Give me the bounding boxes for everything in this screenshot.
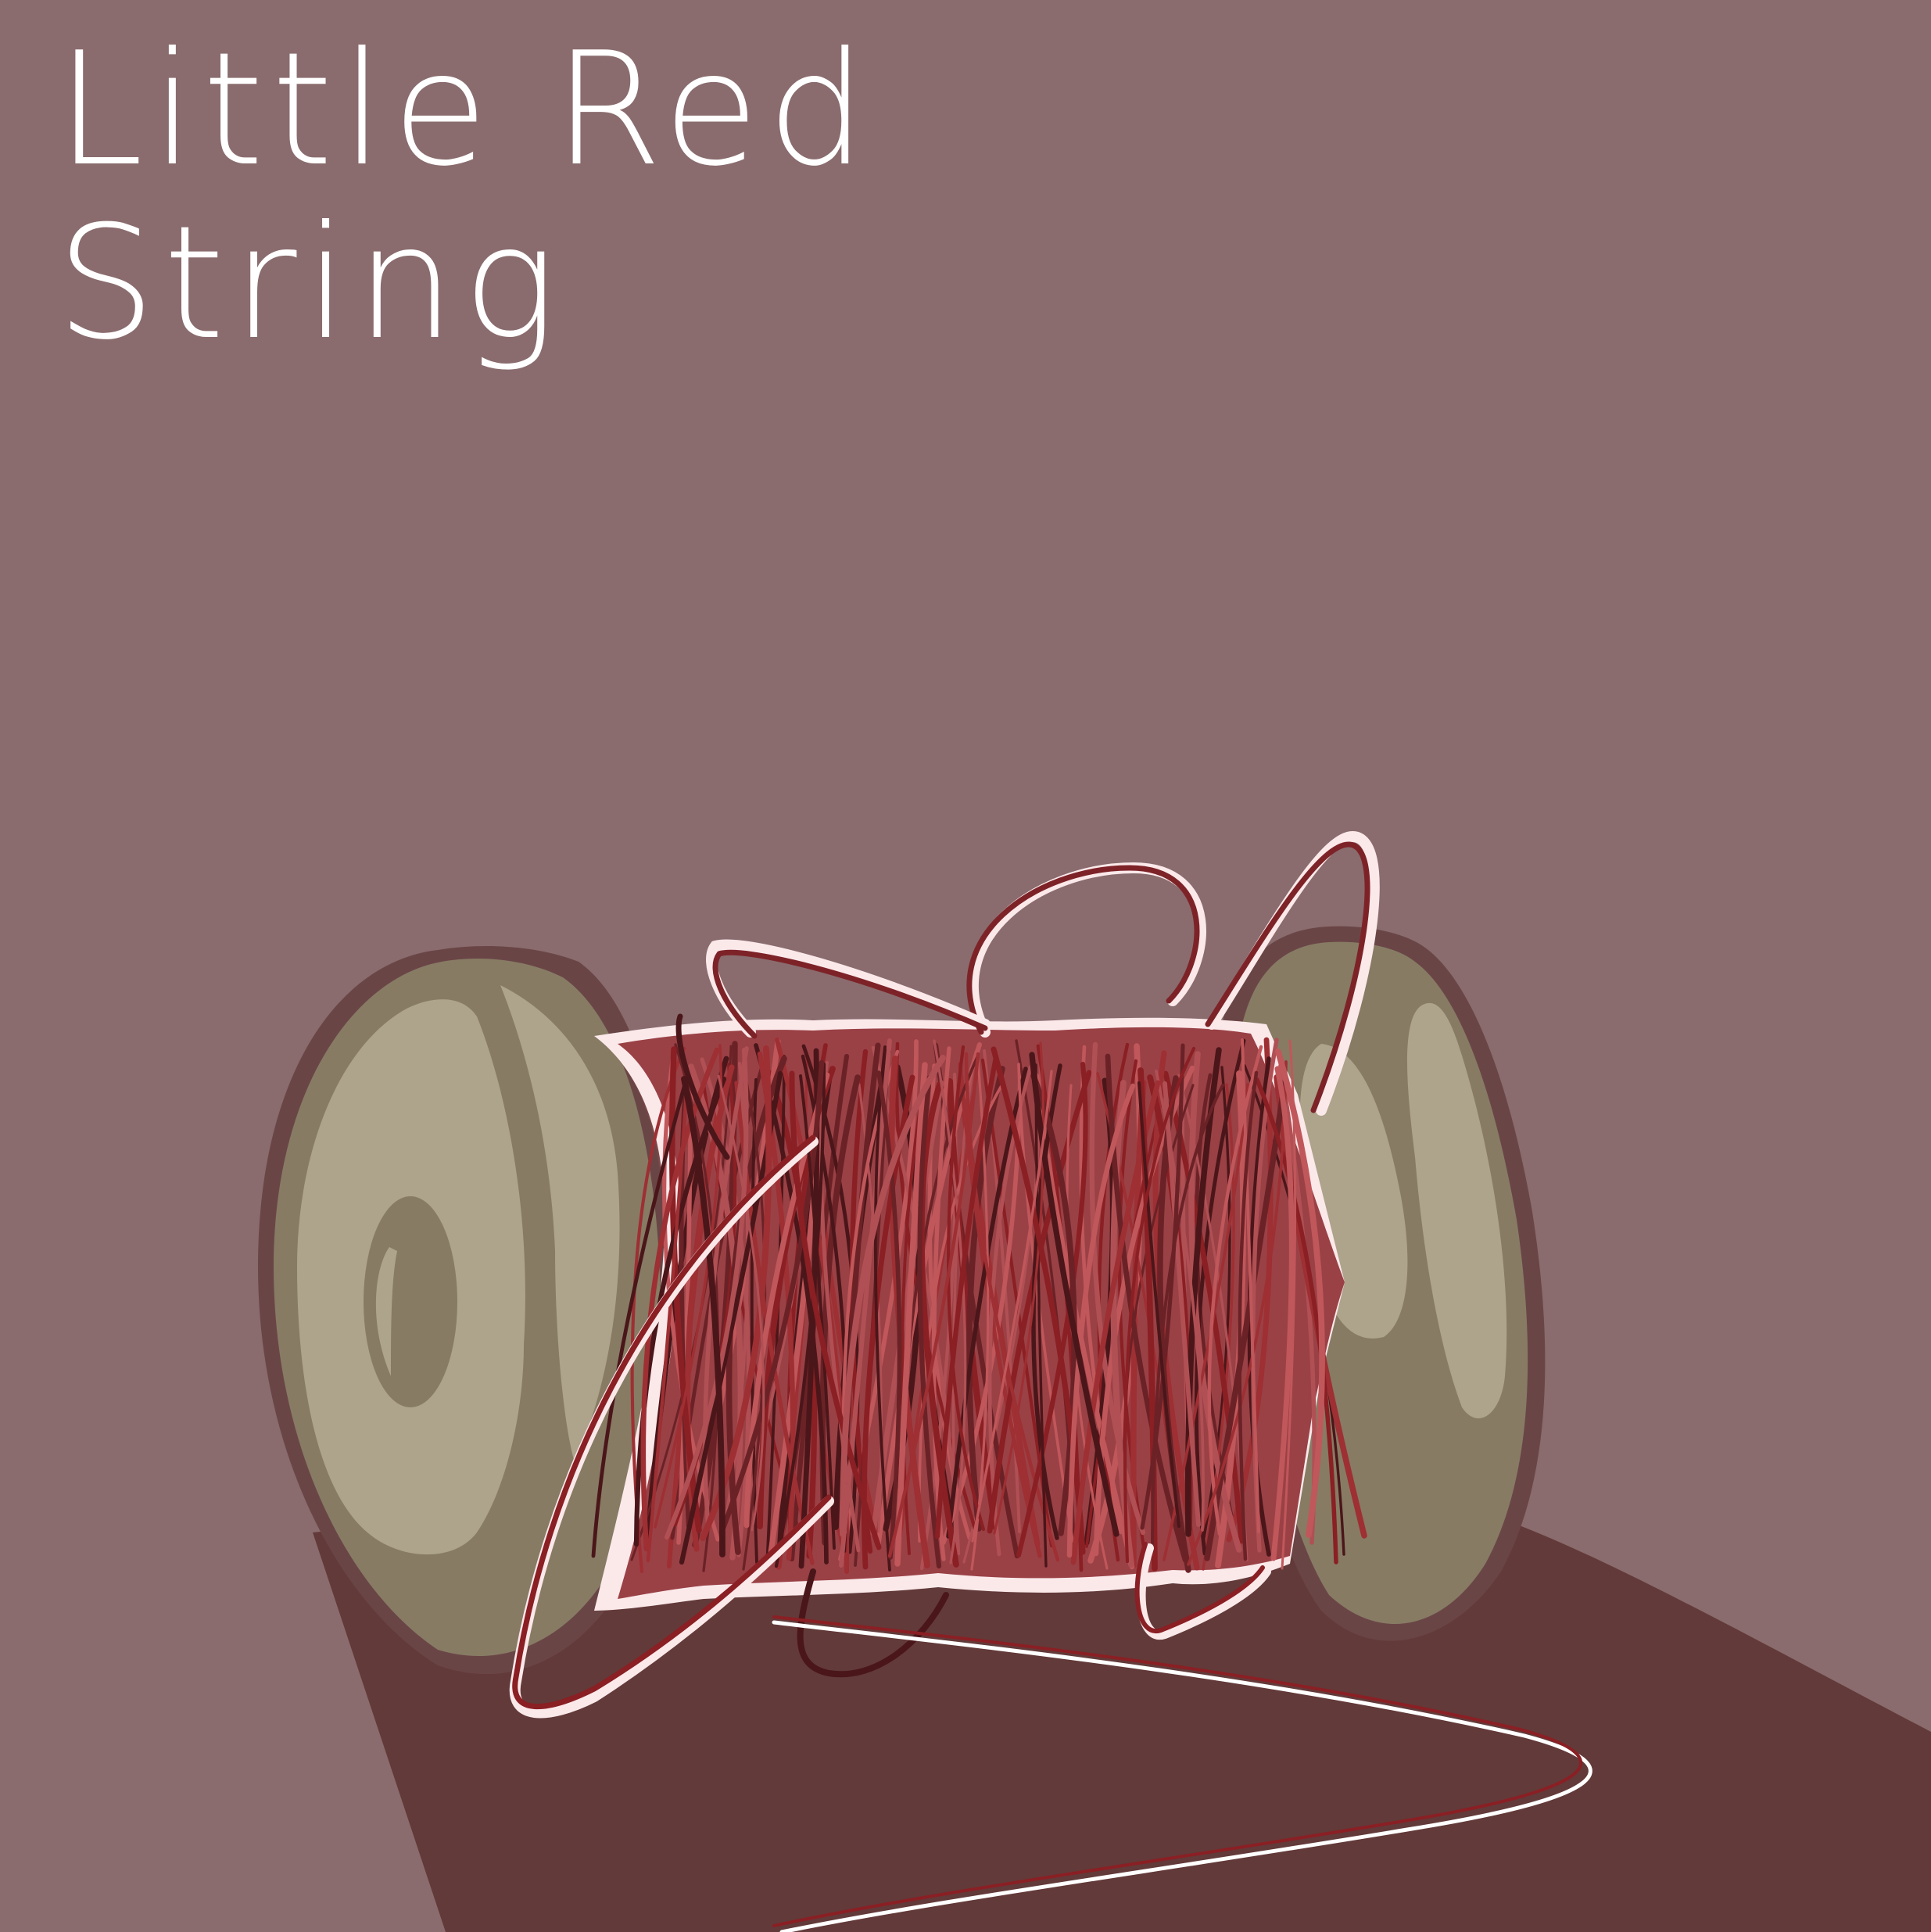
- thread-strand: [674, 1043, 720, 1572]
- trailing-string: [772, 1615, 1592, 1932]
- thread-strand: [1188, 1051, 1242, 1553]
- thread-strand: [1255, 1077, 1338, 1565]
- thread-strand: [646, 1077, 690, 1563]
- thread-strand: [1151, 1084, 1224, 1553]
- thread-strand: [839, 1038, 892, 1568]
- thread-strand: [1187, 1060, 1288, 1566]
- thread-strand: [1140, 1043, 1185, 1530]
- thread-strand: [1105, 1053, 1188, 1563]
- thread-strand: [1275, 1048, 1325, 1538]
- thread-strand: [888, 1056, 930, 1568]
- thread-strand: [1030, 1073, 1077, 1536]
- thread-strand: [1029, 1052, 1120, 1537]
- thread-strand: [1238, 1070, 1259, 1561]
- thread-strand: [1207, 1045, 1263, 1536]
- thread-strand: [717, 1074, 765, 1532]
- thread-strands: [591, 1037, 1367, 1574]
- thread-strand: [1163, 1081, 1201, 1527]
- thread-strand: [681, 1076, 725, 1557]
- thread-strand: [964, 1052, 1060, 1562]
- thread-loops: [509, 830, 1380, 1719]
- thread-strand: [703, 1046, 749, 1530]
- page-title: Little Red String: [56, 23, 874, 371]
- thread-strand: [799, 1074, 836, 1550]
- thread-strand: [966, 1066, 1005, 1532]
- thread-strand: [933, 1039, 967, 1565]
- thread-strand: [894, 1062, 928, 1567]
- thread-strand: [1163, 1083, 1249, 1561]
- thread-strand: [901, 1077, 926, 1555]
- thread-strand: [1066, 1083, 1136, 1558]
- thread-strand: [1137, 1081, 1180, 1528]
- thread-strand: [789, 1070, 882, 1550]
- thread-strand: [840, 1055, 946, 1537]
- thread-strand: [679, 1070, 783, 1565]
- thread-strand: [971, 1070, 1053, 1543]
- thread-strand: [1031, 1063, 1062, 1540]
- thread-strand: [991, 1046, 1086, 1555]
- thread-strand: [987, 1070, 1092, 1534]
- thread-strand: [1016, 1061, 1088, 1558]
- thread-strand: [1247, 1056, 1271, 1557]
- thread-strand: [887, 1052, 980, 1558]
- title-line-2: String: [56, 192, 564, 375]
- thread-strand: [1034, 1063, 1048, 1568]
- thread-strand: [917, 1074, 942, 1569]
- thread-strand: [873, 1045, 891, 1572]
- thread-strand: [664, 1047, 749, 1540]
- thread-strand: [1241, 1038, 1260, 1533]
- title-line-1: Little Red: [56, 19, 874, 201]
- thread-strand: [718, 1059, 825, 1536]
- thread-strand: [1270, 1066, 1295, 1561]
- thread-strand: [630, 1046, 686, 1574]
- thread-strand: [947, 1045, 986, 1532]
- thread-strand: [1110, 1080, 1134, 1568]
- thread-strand: [591, 1079, 688, 1558]
- thread-strand: [876, 1070, 902, 1560]
- thread-strand: [1194, 1038, 1246, 1556]
- thread-strand: [640, 1047, 720, 1552]
- thread-strand: [917, 1083, 1004, 1543]
- thread-strand: [993, 1041, 1045, 1535]
- thread-strand: [1184, 1047, 1222, 1537]
- thread-strand: [1123, 1046, 1196, 1564]
- thread-strand: [934, 1054, 999, 1540]
- thread-strand: [774, 1062, 826, 1568]
